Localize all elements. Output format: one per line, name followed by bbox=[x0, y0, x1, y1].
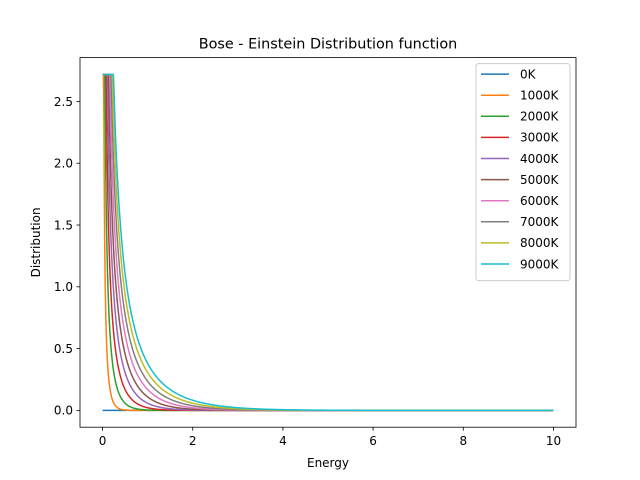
y-axis-ticks: 0.0 0.5 1.0 1.5 2.0 2.5 bbox=[54, 95, 80, 418]
x-tick-label: 0 bbox=[99, 434, 107, 448]
x-tick-label: 4 bbox=[279, 434, 287, 448]
legend-label: 4000K bbox=[520, 152, 560, 166]
y-axis-label: Distribution bbox=[29, 207, 43, 277]
legend-label: 6000K bbox=[520, 194, 560, 208]
y-tick-label: 2.0 bbox=[54, 157, 73, 171]
y-tick-label: 1.5 bbox=[54, 218, 73, 232]
y-tick-label: 0.0 bbox=[54, 404, 73, 418]
legend-label: 5000K bbox=[520, 173, 560, 187]
chart-title: Bose - Einstein Distribution function bbox=[199, 37, 458, 53]
y-tick-label: 2.5 bbox=[54, 95, 73, 109]
legend-label: 9000K bbox=[520, 257, 560, 271]
axes-frame bbox=[79, 57, 577, 428]
legend-label: 7000K bbox=[520, 215, 560, 229]
y-tick-label: 1.0 bbox=[54, 280, 73, 294]
x-tick-label: 8 bbox=[459, 434, 467, 448]
legend: 0K 1000K 2000K 3000K 4000K 5000K 6000K 7000K 800… bbox=[475, 63, 571, 282]
plot-lines bbox=[102, 73, 554, 412]
series-line-9000k bbox=[102, 73, 554, 412]
x-tick-label: 2 bbox=[189, 434, 197, 448]
x-tick-label: 6 bbox=[369, 434, 377, 448]
legend-label: 8000K bbox=[520, 236, 560, 250]
x-axis-label: Energy bbox=[307, 456, 349, 470]
legend-label: 2000K bbox=[520, 110, 560, 124]
legend-label: 3000K bbox=[520, 131, 560, 145]
legend-label: 0K bbox=[520, 67, 537, 81]
x-tick-label: 10 bbox=[546, 434, 561, 448]
legend-label: 1000K bbox=[520, 89, 560, 103]
legend-box bbox=[475, 63, 571, 282]
x-axis-ticks: 0 2 4 6 8 10 bbox=[99, 427, 561, 448]
y-tick-label: 0.5 bbox=[54, 342, 73, 356]
